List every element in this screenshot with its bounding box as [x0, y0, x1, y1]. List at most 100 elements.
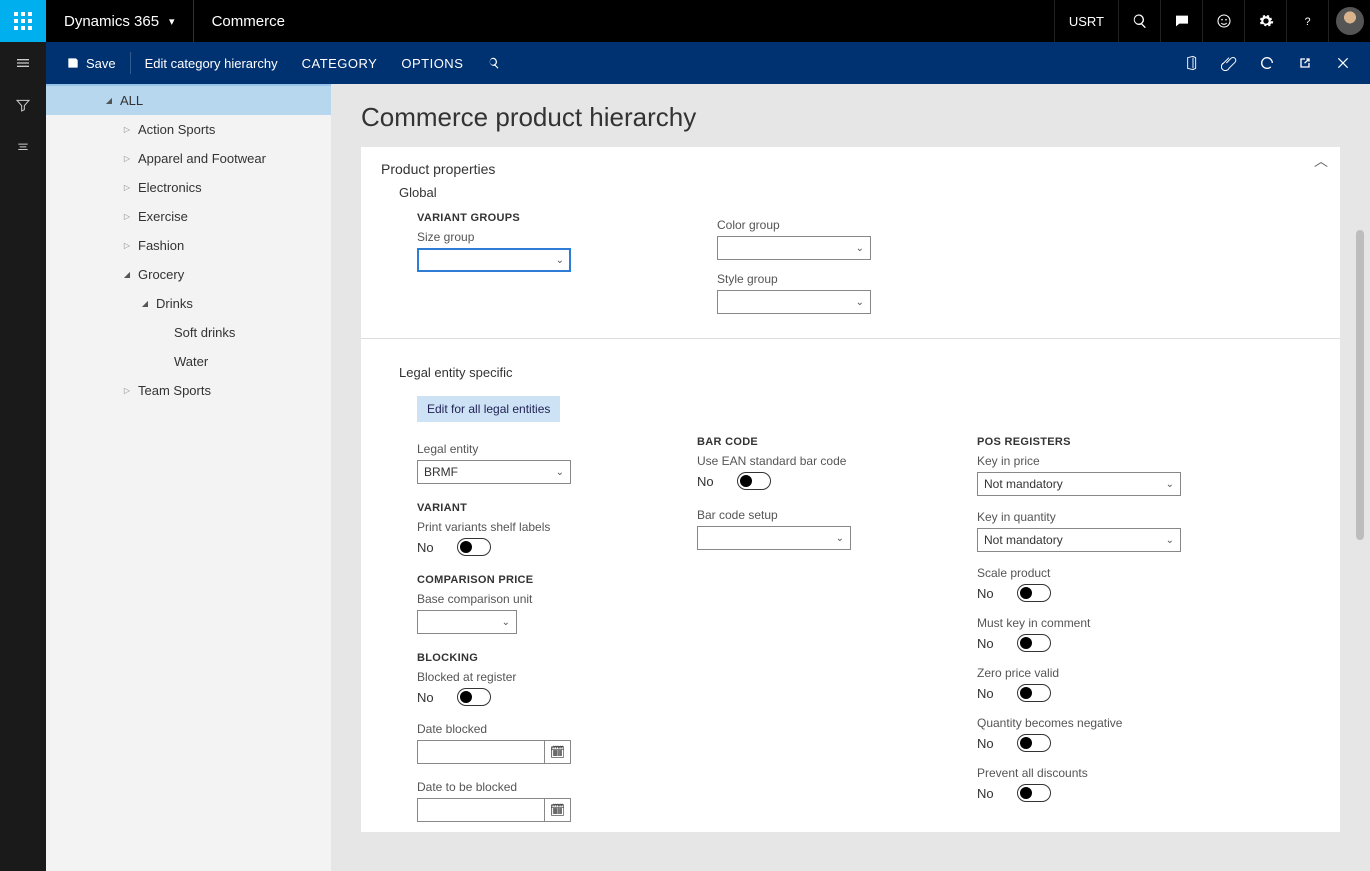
attach-button[interactable]: [1210, 42, 1248, 84]
brand-dropdown[interactable]: Dynamics 365 ▾: [46, 0, 194, 42]
tree-item[interactable]: Grocery: [46, 260, 331, 289]
product-properties-card: ︿ Product properties Global VARIANT GROU…: [361, 147, 1340, 832]
tree-item[interactable]: Drinks: [46, 289, 331, 318]
scale-product-label: Scale product: [977, 566, 1217, 580]
search-button[interactable]: [1118, 0, 1160, 42]
prevent-discounts-label: Prevent all discounts: [977, 766, 1217, 780]
size-group-select[interactable]: ⌄: [417, 248, 571, 272]
tree-item-label: Team Sports: [134, 383, 211, 398]
blocked-at-register-toggle[interactable]: [457, 688, 491, 706]
messages-button[interactable]: [1160, 0, 1202, 42]
must-key-comment-value: No: [977, 636, 1003, 651]
tree-item-label: Soft drinks: [170, 325, 235, 340]
tree-item-label: Action Sports: [134, 122, 215, 137]
close-button[interactable]: [1324, 42, 1362, 84]
tab-options[interactable]: OPTIONS: [389, 56, 475, 71]
zero-price-label: Zero price valid: [977, 666, 1217, 680]
search-icon: [487, 56, 501, 70]
chevron-down-icon: ⌄: [556, 467, 564, 478]
popout-button[interactable]: [1286, 42, 1324, 84]
prevent-discounts-toggle[interactable]: [1017, 784, 1051, 802]
comparison-price-heading: COMPARISON PRICE: [417, 574, 657, 586]
tree-item[interactable]: Action Sports: [46, 115, 331, 144]
print-variants-value: No: [417, 540, 443, 555]
brand-label: Dynamics 365: [64, 13, 159, 30]
caret-icon: [120, 270, 134, 279]
tree-item[interactable]: Exercise: [46, 202, 331, 231]
tree-item[interactable]: Team Sports: [46, 376, 331, 405]
date-to-be-blocked-input[interactable]: 🗓: [417, 798, 571, 822]
caret-icon: [138, 299, 152, 308]
date-to-be-blocked-label: Date to be blocked: [417, 780, 657, 794]
caret-icon: [120, 183, 134, 192]
calendar-icon: 🗓: [544, 799, 570, 821]
must-key-comment-toggle[interactable]: [1017, 634, 1051, 652]
tree-item-label: Electronics: [134, 180, 202, 195]
print-variants-label: Print variants shelf labels: [417, 520, 657, 534]
svg-text:?: ?: [1304, 16, 1310, 28]
tree-item[interactable]: Water: [46, 347, 331, 376]
style-group-select[interactable]: ⌄: [717, 290, 871, 314]
popout-icon: [1297, 55, 1313, 71]
waffle-icon: [14, 12, 32, 30]
tab-category[interactable]: CATEGORY: [290, 56, 390, 71]
chevron-down-icon: ⌄: [1166, 535, 1174, 546]
company-picker[interactable]: USRT: [1054, 0, 1118, 42]
app-launcher-button[interactable]: [0, 0, 46, 42]
feedback-button[interactable]: [1202, 0, 1244, 42]
scrollbar[interactable]: [1356, 230, 1364, 540]
tree-item[interactable]: Soft drinks: [46, 318, 331, 347]
prevent-discounts-value: No: [977, 786, 1003, 801]
use-ean-toggle[interactable]: [737, 472, 771, 490]
save-button[interactable]: Save: [54, 42, 128, 84]
legal-entity-select[interactable]: BRMF⌄: [417, 460, 571, 484]
edit-hierarchy-label: Edit category hierarchy: [145, 56, 278, 71]
legal-entity-heading: Legal entity specific: [399, 365, 1320, 380]
edit-all-entities-button[interactable]: Edit for all legal entities: [417, 396, 560, 422]
key-in-qty-select[interactable]: Not mandatory⌄: [977, 528, 1181, 552]
zero-price-toggle[interactable]: [1017, 684, 1051, 702]
settings-button[interactable]: [1244, 0, 1286, 42]
chevron-down-icon: ▾: [169, 15, 175, 28]
chevron-down-icon: ⌄: [1166, 479, 1174, 490]
tree-root[interactable]: ALL: [46, 86, 331, 115]
chevron-down-icon: ⌄: [856, 243, 864, 254]
blocked-at-register-label: Blocked at register: [417, 670, 657, 684]
help-button[interactable]: ?: [1286, 0, 1328, 42]
base-comparison-label: Base comparison unit: [417, 592, 657, 606]
refresh-button[interactable]: [1248, 42, 1286, 84]
caret-icon: [120, 125, 134, 134]
nav-hamburger[interactable]: [0, 42, 46, 84]
color-group-select[interactable]: ⌄: [717, 236, 871, 260]
use-ean-label: Use EAN standard bar code: [697, 454, 937, 468]
caret-icon: [102, 96, 116, 105]
print-variants-toggle[interactable]: [457, 538, 491, 556]
key-in-price-select[interactable]: Not mandatory⌄: [977, 472, 1181, 496]
nav-list[interactable]: [0, 126, 46, 168]
barcode-setup-label: Bar code setup: [697, 508, 937, 522]
qty-negative-toggle[interactable]: [1017, 734, 1051, 752]
date-blocked-input[interactable]: 🗓: [417, 740, 571, 764]
qty-negative-label: Quantity becomes negative: [977, 716, 1217, 730]
nav-filter[interactable]: [0, 84, 46, 126]
top-bar: Dynamics 365 ▾ Commerce USRT ?: [0, 0, 1370, 42]
action-search[interactable]: [475, 42, 513, 84]
tree-item[interactable]: Electronics: [46, 173, 331, 202]
tree-item[interactable]: Apparel and Footwear: [46, 144, 331, 173]
office-icon: [1183, 55, 1199, 71]
scale-product-toggle[interactable]: [1017, 584, 1051, 602]
tree-item[interactable]: Fashion: [46, 231, 331, 260]
collapse-button[interactable]: ︿: [1314, 151, 1328, 171]
chevron-down-icon: ⌄: [836, 533, 844, 544]
base-comparison-select[interactable]: ⌄: [417, 610, 517, 634]
blocked-at-register-value: No: [417, 690, 443, 705]
caret-icon: [120, 241, 134, 250]
edit-hierarchy-button[interactable]: Edit category hierarchy: [133, 42, 290, 84]
barcode-setup-select[interactable]: ⌄: [697, 526, 851, 550]
office-button[interactable]: [1172, 42, 1210, 84]
tree-item-label: Exercise: [134, 209, 188, 224]
product-properties-heading: Product properties: [381, 161, 1320, 177]
attachment-icon: [1221, 55, 1237, 71]
chat-icon: [1174, 13, 1190, 29]
user-avatar[interactable]: [1328, 0, 1370, 42]
